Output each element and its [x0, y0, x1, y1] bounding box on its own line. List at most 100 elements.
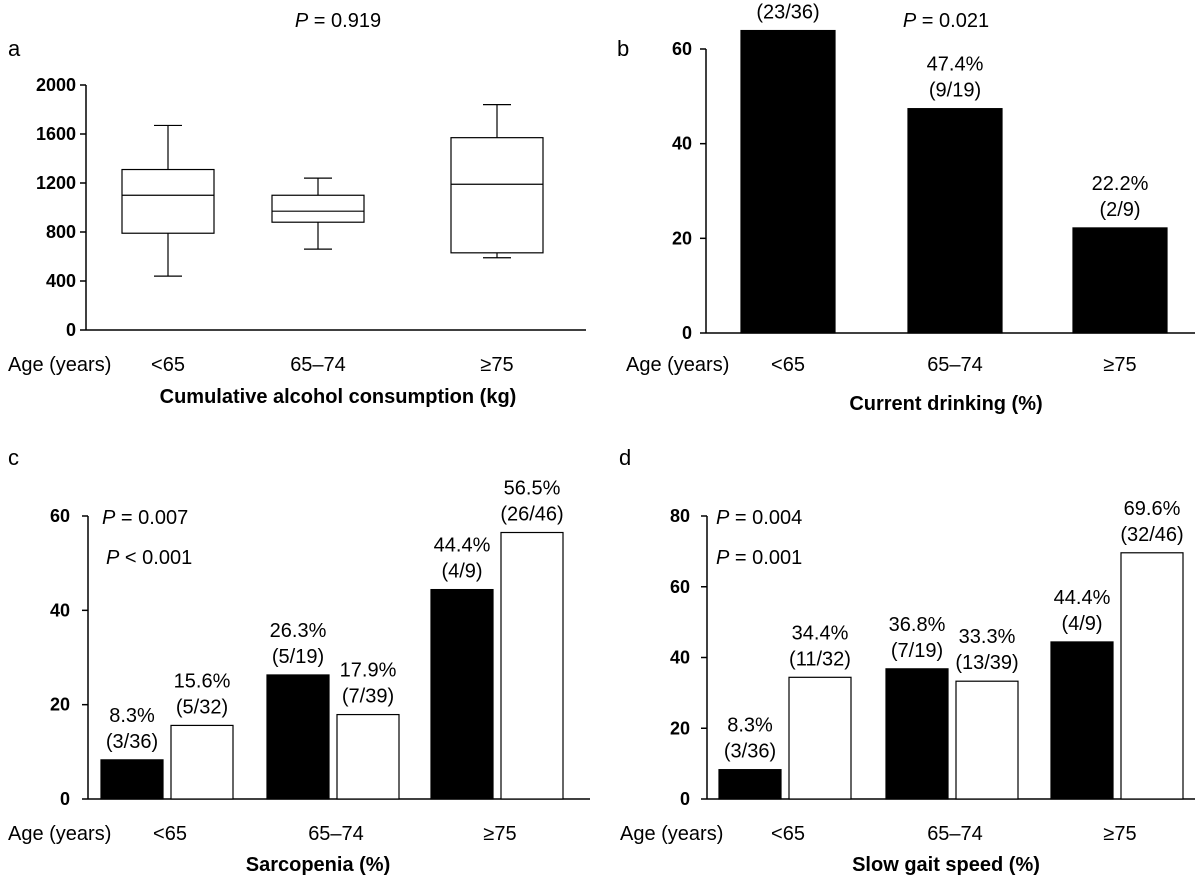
- bar-label-percent: 8.3%: [109, 705, 155, 727]
- bar-label-percent: 44.4%: [1054, 587, 1111, 609]
- y-tick-label: 40: [672, 134, 692, 154]
- y-tick-label: 60: [672, 39, 692, 59]
- bar-label-count: (26/46): [500, 504, 563, 526]
- bar-label-percent: 17.9%: [340, 660, 397, 682]
- y-tick-label: 0: [66, 320, 76, 340]
- x-axis-title: Sarcopenia (%): [246, 854, 390, 876]
- bar-label-count: (3/36): [106, 731, 158, 753]
- box-plot: [271, 177, 365, 250]
- y-tick-label: 20: [50, 695, 70, 715]
- p-value-value: = 0.021: [916, 10, 989, 32]
- box-iqr: [271, 194, 365, 223]
- bar-label-count: (13/39): [955, 652, 1018, 674]
- y-tick-label: 1600: [36, 124, 76, 144]
- x-category-label: 65–74: [308, 823, 364, 845]
- x-category-label: 65–74: [927, 354, 983, 376]
- box-plot: [450, 103, 544, 259]
- bar-label-count: (7/39): [342, 686, 394, 708]
- y-tick-label: 800: [46, 222, 76, 242]
- p-value-label: P: [903, 10, 917, 32]
- bar: [336, 713, 400, 800]
- p-value-value: = 0.004: [729, 507, 802, 529]
- bar: [1050, 641, 1114, 800]
- bar: [740, 29, 836, 334]
- bar: [955, 680, 1019, 800]
- p-value-label: P: [102, 507, 116, 529]
- box-plot: [121, 124, 215, 277]
- y-tick-label: 2000: [36, 75, 76, 95]
- panel-letter-b: b: [617, 36, 629, 61]
- y-tick-label: 80: [670, 506, 690, 526]
- bar: [1072, 227, 1168, 334]
- bar-label-count: (23/36): [756, 2, 819, 24]
- p-value-label: P: [716, 547, 730, 569]
- x-axis-title: Slow gait speed (%): [852, 854, 1040, 876]
- x-category-label: 65–74: [290, 354, 346, 376]
- y-tick-label: 20: [672, 228, 692, 248]
- bar: [1120, 552, 1184, 800]
- bar: [718, 769, 782, 800]
- x-category-label: <65: [771, 823, 805, 845]
- x-axis-title: Current drinking (%): [849, 393, 1042, 415]
- x-prefix-label: Age (years): [620, 823, 723, 845]
- bar-label-count: (7/19): [891, 640, 943, 662]
- bar-label-percent: 26.3%: [270, 620, 327, 642]
- y-tick-label: 20: [670, 718, 690, 738]
- x-category-label: ≥75: [480, 354, 513, 376]
- p-value-label: P: [716, 507, 730, 529]
- bar-label-count: (5/32): [176, 696, 228, 718]
- bar-label-percent: 44.4%: [434, 535, 491, 557]
- bar-label-count: (11/32): [789, 648, 851, 670]
- x-category-label: 65–74: [927, 823, 983, 845]
- bar-label-count: (3/36): [724, 741, 776, 763]
- bar-label-count: (32/46): [1120, 524, 1183, 546]
- p-value: P = 0.007: [102, 507, 188, 529]
- bar: [430, 588, 494, 800]
- p-value-label: P: [295, 10, 309, 32]
- bar: [500, 531, 564, 800]
- bar-label-percent: 56.5%: [504, 478, 561, 500]
- y-tick-label: 1200: [36, 173, 76, 193]
- bar-label-count: (2/9): [1099, 199, 1140, 221]
- bar: [907, 108, 1003, 334]
- x-category-label: <65: [153, 823, 187, 845]
- p-value-value: = 0.001: [729, 547, 802, 569]
- p-value-label: P: [106, 547, 120, 569]
- panel-b: b 0 20 40 60 Age (years) <65 65–74 ≥75 Current dr…: [617, 2, 1195, 415]
- bar-label-percent: 36.8%: [889, 614, 946, 636]
- panel-c: c 0 20 40 60 Age (years) <65 65–74 ≥75 Sarcopenia…: [8, 445, 590, 876]
- bar-label-percent: 33.3%: [959, 626, 1016, 648]
- y-tick-label: 0: [60, 789, 70, 809]
- bar-label-percent: 8.3%: [727, 715, 773, 737]
- y-tick-label: 40: [670, 648, 690, 668]
- bar-label-count: (4/9): [1061, 613, 1102, 635]
- bar-label-percent: 22.2%: [1092, 173, 1149, 195]
- p-value: P = 0.001: [716, 547, 802, 569]
- y-tick-label: 400: [46, 271, 76, 291]
- p-value-value: = 0.919: [308, 10, 381, 32]
- bar-label-count: (4/9): [441, 561, 482, 583]
- box-iqr: [121, 168, 215, 234]
- panel-letter-a: a: [8, 36, 21, 61]
- y-tick-label: 60: [670, 577, 690, 597]
- bar: [885, 668, 949, 800]
- box-iqr: [450, 137, 544, 254]
- x-axis-title: Cumulative alcohol consumption (kg): [160, 386, 517, 408]
- x-prefix-label: Age (years): [8, 823, 111, 845]
- x-category-label: ≥75: [1103, 823, 1136, 845]
- x-prefix-label: Age (years): [626, 354, 729, 376]
- p-value: P = 0.004: [716, 507, 802, 529]
- y-tick-label: 40: [50, 600, 70, 620]
- p-value-value: = 0.007: [115, 507, 188, 529]
- y-tick-label: 0: [682, 323, 692, 343]
- x-category-label: <65: [151, 354, 185, 376]
- p-value-value: < 0.001: [119, 547, 192, 569]
- panel-letter-c: c: [8, 445, 19, 470]
- bar-label-percent: 47.4%: [927, 54, 984, 76]
- x-category-label: ≥75: [1103, 354, 1136, 376]
- x-category-label: <65: [771, 354, 805, 376]
- bar: [100, 759, 164, 800]
- panel-letter-d: d: [619, 445, 631, 470]
- panel-a: a 0 400 800 1200 1600 2000 Age (years) <65 65–74 ≥…: [8, 10, 586, 408]
